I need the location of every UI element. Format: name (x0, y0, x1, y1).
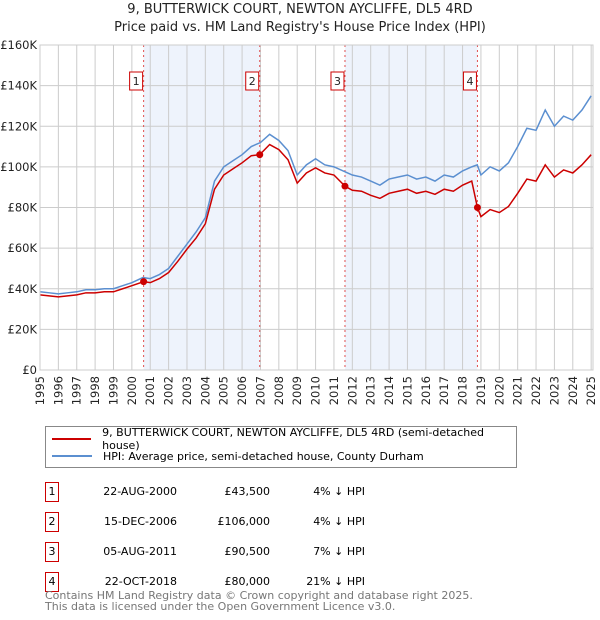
y-tick-label: £120K (0, 119, 37, 133)
x-tick-label: 2024 (566, 376, 580, 405)
x-tick-label: 2018 (456, 376, 470, 405)
sale-point (256, 151, 264, 159)
x-tick-label: 2025 (584, 376, 598, 405)
y-tick-label: £140K (0, 79, 37, 93)
y-tick-label: £160K (0, 38, 37, 52)
x-tick-label: 1998 (88, 376, 102, 405)
legend-item-property: 9, BUTTERWICK COURT, NEWTON AYCLIFFE, DL… (46, 426, 516, 452)
transaction-marker: 4 (45, 572, 59, 592)
legend-label: HPI: Average price, semi-detached house,… (103, 449, 424, 463)
x-tick-label: 2002 (162, 376, 176, 405)
transaction-hpi-diff: 4% ↓ HPI (313, 515, 365, 528)
property-price-line (39, 143, 592, 298)
y-tick-label: £60K (8, 241, 38, 255)
x-tick-label: 2020 (492, 376, 506, 405)
x-tick-label: 2013 (364, 376, 378, 405)
y-tick-label: £80K (8, 201, 38, 215)
sale-label-box (129, 71, 144, 91)
transaction-date: 15-DEC-2006 (103, 515, 177, 528)
y-tick-label: £100K (0, 160, 37, 174)
legend-item-hpi: HPI: Average price, semi-detached house,… (46, 448, 424, 464)
sale-point (473, 204, 481, 211)
chart-subtitle: Price paid vs. HM Land Registry's House … (114, 20, 486, 35)
x-tick-label: 2001 (143, 376, 157, 405)
hpi-line (39, 95, 592, 295)
y-tick-label: £40K (8, 282, 38, 296)
x-tick-label: 2016 (419, 376, 433, 405)
transaction-marker: 3 (45, 542, 59, 562)
transaction-date: 05-AUG-2011 (103, 545, 177, 558)
x-tick-label: 2004 (198, 376, 212, 405)
x-tick-label: 2007 (253, 376, 267, 405)
x-tick-label: 2008 (272, 376, 286, 405)
transaction-price: £90,500 (224, 545, 271, 558)
legend-swatch-red (52, 438, 92, 440)
plot-frame (39, 44, 594, 371)
x-tick-label: 1997 (70, 376, 84, 405)
x-tick-label: 2005 (217, 376, 231, 405)
x-tick-label: 1995 (33, 376, 47, 405)
sale-label: 3 (334, 75, 341, 88)
transaction-marker: 1 (45, 482, 59, 502)
x-tick-label: 2010 (309, 376, 323, 405)
transaction-date: 22-OCT-2018 (104, 575, 177, 588)
x-tick-label: 2000 (125, 376, 139, 405)
x-tick-label: 2019 (474, 376, 488, 405)
sale-label: 1 (133, 75, 140, 88)
sale-label: 4 (466, 75, 473, 88)
sale-label: 2 (249, 75, 256, 88)
y-tick-label: £20K (8, 322, 38, 336)
transaction-row: 2 15-DEC-2006 £106,000 4% ↓ HPI (45, 512, 405, 532)
x-tick-label: 2009 (290, 376, 304, 405)
transaction-marker: 2 (45, 512, 59, 532)
transaction-hpi-diff: 4% ↓ HPI (313, 485, 365, 498)
transaction-row: 1 22-AUG-2000 £43,500 4% ↓ HPI (45, 482, 405, 502)
x-tick-label: 1996 (51, 376, 65, 405)
y-tick-label: £0 (22, 363, 37, 377)
footer: Contains HM Land Registry data © Crown c… (45, 590, 473, 612)
transaction-date: 22-AUG-2000 (103, 485, 177, 498)
footer-line: Contains HM Land Registry data © Crown c… (45, 589, 473, 602)
x-tick-label: 1999 (106, 376, 120, 405)
x-tick-label: 2012 (345, 376, 359, 405)
sale-label-box (462, 71, 477, 91)
transaction-price: £106,000 (217, 515, 271, 528)
legend-swatch-blue (52, 455, 92, 457)
x-tick-label: 2011 (327, 376, 341, 405)
x-tick-label: 2023 (547, 376, 561, 405)
x-tick-label: 2014 (382, 376, 396, 405)
x-tick-label: 2022 (529, 376, 543, 405)
sale-label-box (330, 71, 345, 91)
transaction-price: £80,000 (224, 575, 271, 588)
footer-line: This data is licensed under the Open Gov… (45, 600, 396, 613)
transaction-row: 3 05-AUG-2011 £90,500 7% ↓ HPI (45, 542, 405, 562)
x-tick-label: 2015 (400, 376, 414, 405)
sale-label-box (245, 71, 260, 91)
price-chart: £0 £20K £40K £60K £80K £100K £120K £140K £160K 19… (0, 38, 598, 405)
x-tick-label: 2017 (437, 376, 451, 405)
transaction-price: £43,500 (224, 485, 271, 498)
transaction-hpi-diff: 21% ↓ HPI (306, 575, 365, 588)
legend-label: 9, BUTTERWICK COURT, NEWTON AYCLIFFE, DL… (102, 426, 484, 452)
x-tick-label: 2006 (235, 376, 249, 405)
x-tick-label: 2021 (511, 376, 525, 405)
transaction-row: 4 22-OCT-2018 £80,000 21% ↓ HPI (45, 572, 405, 592)
x-tick-label: 2003 (180, 376, 194, 405)
chart-title: 9, BUTTERWICK COURT, NEWTON AYCLIFFE, DL… (127, 2, 473, 17)
legend: 9, BUTTERWICK COURT, NEWTON AYCLIFFE, DL… (45, 426, 517, 468)
sale-point (140, 278, 148, 286)
sale-point (341, 182, 349, 190)
transaction-hpi-diff: 7% ↓ HPI (313, 545, 365, 558)
